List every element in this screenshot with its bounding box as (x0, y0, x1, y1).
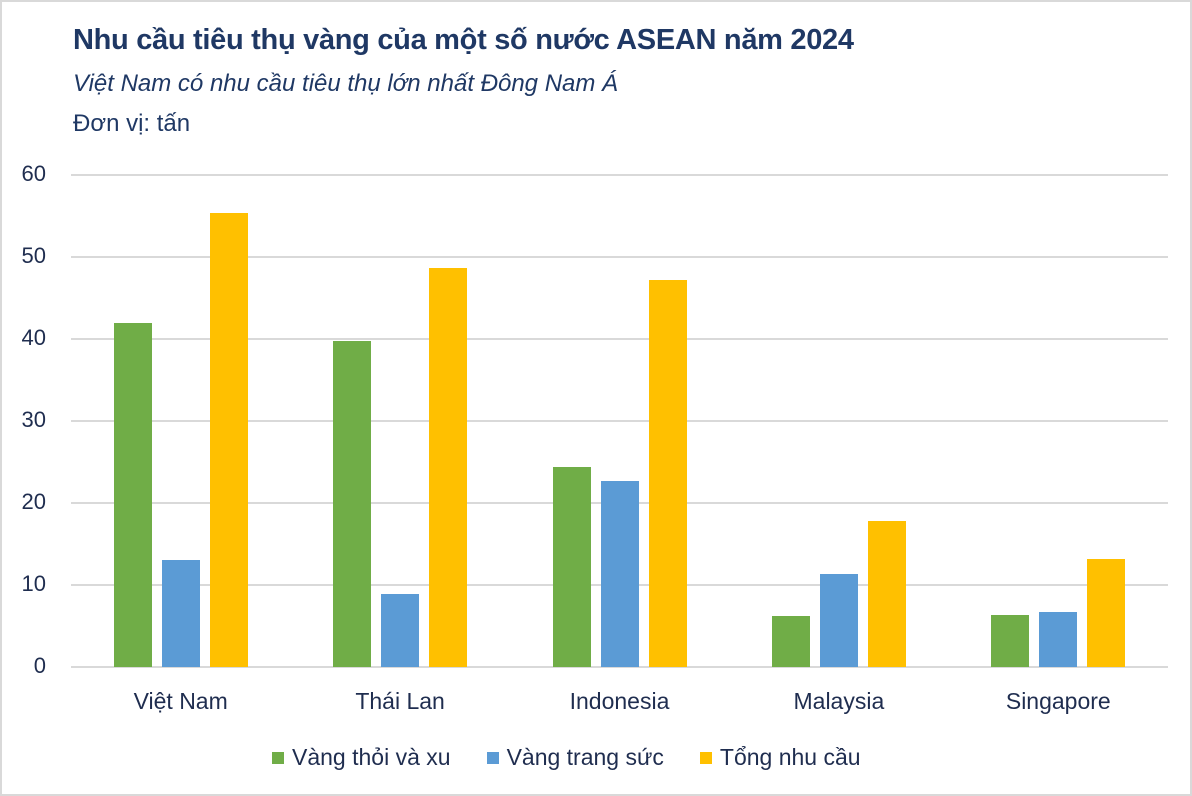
bar (1039, 612, 1078, 667)
bar (552, 466, 591, 667)
legend-label: Tổng nhu cầu (719, 744, 861, 770)
x-category-label: Thái Lan (355, 688, 445, 714)
legend: Vàng thỏi và xu Vàng trang sức Tổng nhu … (272, 744, 861, 771)
x-category-label: Singapore (1005, 688, 1111, 714)
bar (648, 279, 687, 667)
legend-item-bullion: Vàng thỏi và xu (272, 744, 451, 771)
x-category-label: Indonesia (569, 688, 670, 714)
unit-label: Đơn vị: tấn (73, 110, 191, 137)
y-tick-label: 20 (21, 489, 46, 514)
y-tick-label: 10 (21, 571, 46, 596)
bar (600, 480, 639, 667)
bar (113, 322, 152, 667)
y-tick-label: 60 (21, 161, 46, 186)
gridline (71, 420, 1168, 422)
y-tick-label: 30 (21, 407, 46, 432)
y-tick-label: 0 (33, 653, 46, 678)
plot-area (71, 174, 1168, 668)
bar (1087, 558, 1126, 667)
bar (209, 212, 248, 667)
y-tick-label: 40 (21, 325, 46, 350)
chart-title: Nhu cầu tiêu thụ vàng của một số nước AS… (73, 24, 854, 56)
legend-label: Vàng thỏi và xu (292, 744, 451, 770)
bar (161, 559, 200, 667)
bar (333, 341, 372, 667)
legend-swatch-green (272, 751, 284, 764)
y-tick-label: 50 (21, 243, 46, 268)
chart-subtitle: Việt Nam có nhu cầu tiêu thụ lớn nhất Đô… (73, 70, 619, 97)
gridline (71, 666, 1168, 668)
x-category-label: Việt Nam (133, 688, 228, 714)
legend-item-total: Tổng nhu cầu (699, 744, 861, 771)
gridline (71, 256, 1168, 258)
gridline (71, 338, 1168, 340)
bar (867, 521, 906, 667)
legend-swatch-blue (486, 751, 499, 764)
legend-swatch-yellow (699, 751, 712, 764)
legend-item-jewelry: Vàng trang sức (486, 744, 664, 771)
gridline (71, 174, 1168, 176)
legend-label: Vàng trang sức (506, 744, 664, 770)
bar (991, 615, 1030, 667)
bar (381, 594, 420, 667)
bar (429, 267, 468, 667)
x-category-label: Malaysia (793, 688, 885, 714)
bar (819, 574, 858, 667)
bar (771, 616, 810, 667)
